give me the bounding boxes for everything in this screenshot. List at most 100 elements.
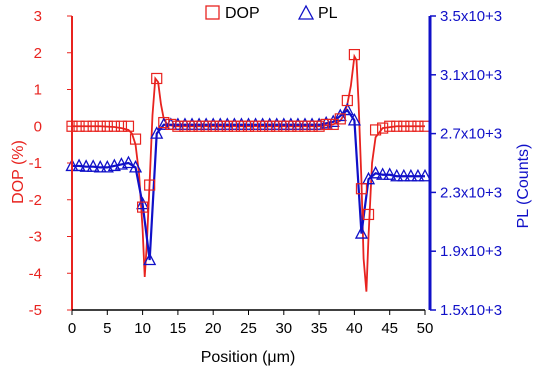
pl-point bbox=[369, 165, 383, 179]
dop-point bbox=[412, 120, 424, 132]
pl-point bbox=[291, 117, 305, 130]
legend-dop-label: DOP bbox=[225, 5, 260, 22]
y-axis-left-label: DOP (%) bbox=[10, 140, 27, 204]
dop-point bbox=[73, 120, 85, 132]
x-tick-label: 40 bbox=[346, 320, 363, 337]
dop-point bbox=[355, 183, 368, 195]
dop-point bbox=[384, 120, 396, 132]
pl-point bbox=[128, 160, 143, 173]
dop-point bbox=[320, 118, 332, 131]
dop-point bbox=[179, 120, 191, 132]
dop-point bbox=[101, 120, 113, 132]
legend: DOP PL bbox=[205, 4, 338, 22]
dop-point bbox=[398, 120, 410, 132]
pl-point bbox=[136, 196, 150, 210]
dop-point bbox=[348, 48, 360, 61]
dop-point bbox=[80, 120, 92, 132]
y-right-tick-label: 1.5x10+3 bbox=[440, 302, 502, 319]
dop-point bbox=[235, 120, 248, 132]
pl-point bbox=[298, 117, 312, 130]
dop-point bbox=[306, 120, 318, 132]
pl-point bbox=[121, 155, 136, 169]
y-left-tick-label: -2 bbox=[29, 192, 42, 209]
pl-point bbox=[383, 167, 397, 180]
dop-point bbox=[129, 133, 142, 145]
pl-point bbox=[185, 117, 199, 130]
y-right-tick-label: 3.1x10+3 bbox=[440, 67, 502, 84]
x-tick-label: 5 bbox=[103, 320, 111, 337]
dop-point bbox=[144, 179, 156, 191]
x-tick-label: 50 bbox=[417, 320, 434, 337]
y-right-tick-label: 3.5x10+3 bbox=[440, 8, 502, 25]
pl-point bbox=[354, 226, 369, 239]
dop-point bbox=[264, 120, 276, 132]
pl-point bbox=[248, 117, 263, 130]
dop-point bbox=[158, 116, 170, 129]
pl-point bbox=[263, 117, 277, 130]
dop-point bbox=[405, 120, 417, 132]
dop-point bbox=[87, 120, 99, 132]
dop-point bbox=[334, 113, 346, 125]
legend-pl-marker bbox=[297, 4, 315, 20]
x-tick-label: 10 bbox=[134, 320, 151, 337]
dop-point bbox=[172, 120, 184, 132]
y-left-tick-label: 1 bbox=[34, 82, 42, 99]
dop-point bbox=[228, 120, 240, 132]
pl-point bbox=[93, 160, 107, 173]
pl-line bbox=[72, 108, 425, 261]
pl-point bbox=[150, 126, 164, 139]
dop-point bbox=[200, 120, 212, 132]
pl-point bbox=[390, 168, 404, 182]
pl-point bbox=[347, 112, 361, 126]
pl-point bbox=[270, 117, 284, 130]
dop-point bbox=[257, 120, 269, 132]
pl-point bbox=[107, 158, 121, 172]
y-left-tick-label: -3 bbox=[29, 229, 42, 246]
legend-dop-marker bbox=[205, 5, 220, 20]
pl-point bbox=[404, 168, 418, 182]
pl-point bbox=[213, 117, 227, 130]
dop-point bbox=[94, 120, 106, 132]
pl-point bbox=[241, 117, 256, 130]
dop-point bbox=[285, 120, 297, 132]
y-right-tick-label: 2.3x10+3 bbox=[440, 184, 502, 201]
pl-point bbox=[192, 117, 206, 130]
x-tick-label: 15 bbox=[170, 320, 187, 337]
x-tick-label: 35 bbox=[311, 320, 328, 337]
dop-point bbox=[193, 120, 205, 132]
pl-point bbox=[86, 159, 100, 172]
dop-point bbox=[278, 120, 290, 132]
pl-point bbox=[206, 117, 220, 130]
y-left-tick-label: -5 bbox=[29, 302, 42, 319]
axes: 0 5 10 15 20 25 30 35 40 45 503210-1-2-3-4-53.5x10… bbox=[29, 8, 502, 337]
dop-point bbox=[341, 94, 353, 107]
dop-point bbox=[115, 120, 128, 132]
x-tick-label: 25 bbox=[240, 320, 257, 337]
dop-point bbox=[214, 120, 226, 132]
pl-series-layer bbox=[65, 102, 432, 266]
pl-point bbox=[305, 117, 319, 130]
dop-point bbox=[249, 120, 262, 132]
legend-pl-label: PL bbox=[318, 5, 338, 22]
dop-point bbox=[292, 120, 304, 132]
x-tick-label: 20 bbox=[205, 320, 222, 337]
dop-point bbox=[186, 120, 198, 132]
pl-point bbox=[143, 252, 157, 266]
dop-point bbox=[369, 124, 382, 136]
y-left-tick-label: -4 bbox=[29, 265, 42, 282]
pl-point bbox=[319, 115, 333, 129]
pl-point bbox=[411, 168, 425, 182]
pl-point bbox=[376, 167, 390, 180]
dop-point bbox=[362, 208, 375, 221]
dop-point bbox=[271, 120, 283, 132]
y-left-tick-label: 0 bbox=[34, 118, 42, 135]
pl-point bbox=[418, 168, 432, 182]
pl-point bbox=[157, 117, 171, 130]
pl-point bbox=[199, 117, 213, 130]
dop-point bbox=[207, 120, 219, 132]
dop-point bbox=[151, 72, 163, 85]
pl-point bbox=[220, 117, 234, 130]
y-left-tick-label: -1 bbox=[29, 155, 42, 172]
pl-point bbox=[397, 168, 411, 182]
